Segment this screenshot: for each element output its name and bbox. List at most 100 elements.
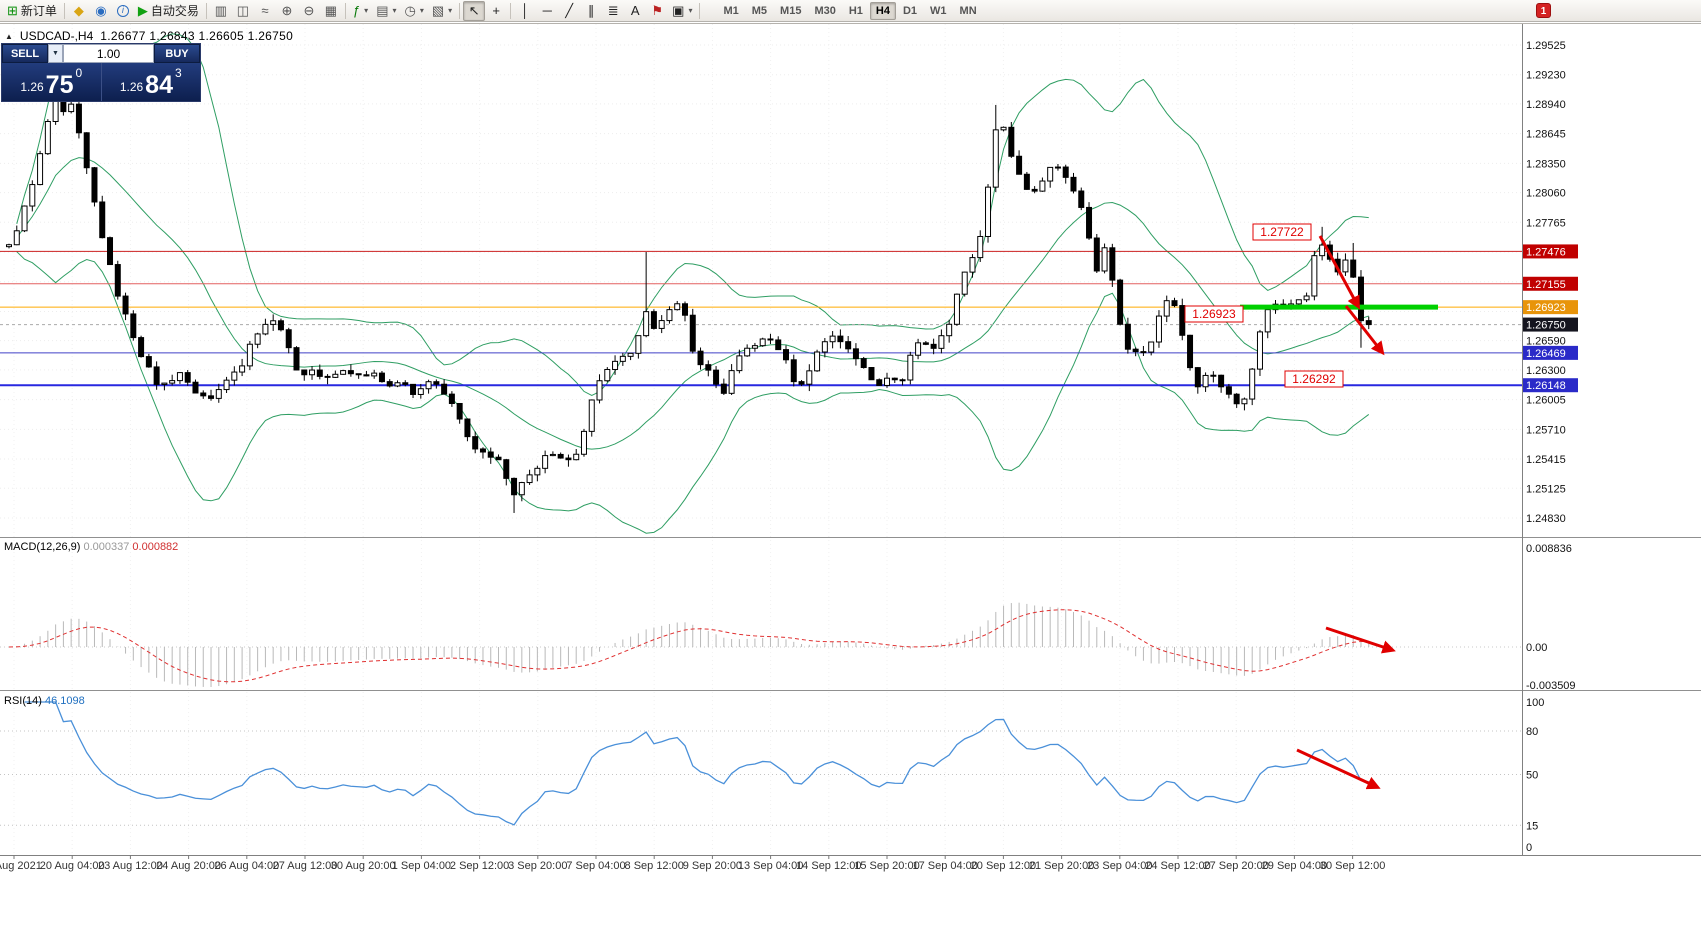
periods-caret[interactable]: ▾ (419, 6, 424, 15)
timeframe-m30[interactable]: M30 (814, 4, 836, 17)
candle-body (666, 309, 673, 322)
candle-body (1365, 320, 1372, 326)
candle-body (821, 341, 828, 353)
timeframe-h4[interactable]: H4 (869, 1, 896, 20)
new-chart-caret[interactable]: ▾ (392, 6, 397, 15)
buy-price[interactable]: 1.26 84 3 (101, 63, 200, 101)
price-label-text: 1.26923 (1192, 307, 1236, 321)
time-label: 29 Sep 04:00 (1262, 860, 1327, 872)
market-watch-icon: i (116, 4, 129, 17)
candle-body (961, 271, 968, 295)
candle-body (705, 364, 712, 371)
indicators-list-caret[interactable]: ▾ (364, 6, 369, 15)
timeframe-w1[interactable]: W1 (930, 4, 947, 17)
zoom-out-button[interactable]: ⊖ (298, 1, 320, 21)
timeframe-m1[interactable]: M1 (723, 4, 739, 17)
timeframe-m15[interactable]: M15 (780, 4, 802, 17)
new-chart-button[interactable]: ▤ ▾ (372, 1, 400, 21)
price-axis-label: 1.28350 (1526, 158, 1566, 170)
shapes-tool-caret[interactable]: ▾ (688, 6, 693, 15)
line-chart-mode-button[interactable]: ≈ (254, 1, 276, 21)
candle-body (922, 342, 929, 345)
candle-body (1062, 166, 1069, 178)
candle-chart-mode-icon: ◫ (236, 3, 250, 18)
sell-price[interactable]: 1.26 75 0 (2, 63, 102, 101)
templates-button[interactable]: ▧ ▾ (428, 1, 456, 21)
price-label-box[interactable] (1184, 305, 1244, 323)
bar-chart-mode-icon: ▥ (214, 3, 228, 18)
volume-input[interactable] (64, 45, 153, 63)
channel-tool-button[interactable]: ∥ (580, 1, 602, 21)
chart-ohlc-values: 1.26677 1.26843 1.26605 1.26750 (100, 29, 294, 43)
volume-dropdown-caret[interactable]: ▼ (48, 44, 63, 63)
text-tool-button[interactable]: A (624, 1, 646, 21)
arrows-tool-button[interactable]: ⚑ (646, 1, 668, 21)
toolbar-separator (459, 2, 461, 19)
bar-chart-mode-button[interactable]: ▥ (210, 1, 232, 21)
arrows-tool-icon: ⚑ (651, 3, 663, 18)
time-label: 8 Aug 2021 (0, 860, 42, 872)
candle-body (542, 455, 549, 469)
candle-body (588, 399, 595, 432)
trend-arrow[interactable] (1296, 748, 1381, 790)
new-order-button[interactable]: ⊞ 新订单 (3, 1, 61, 21)
price-label-box[interactable] (1252, 223, 1312, 241)
indicators-list-button[interactable]: ƒ ▾ (349, 1, 372, 21)
candle-body (759, 338, 766, 347)
data-window-button[interactable]: ◉ (90, 1, 112, 21)
crosshair-icon: + (492, 3, 500, 18)
timeframe-m5[interactable]: M5 (751, 4, 768, 17)
market-watch-button[interactable]: i (112, 1, 134, 21)
one-click-collapse-icon[interactable]: ▲ (5, 31, 13, 41)
buy-button[interactable]: BUY (154, 44, 200, 63)
timeframe-mn[interactable]: MN (959, 4, 977, 17)
trend-arrow[interactable] (1318, 235, 1360, 310)
price-tag-text: 1.26750 (1526, 320, 1566, 332)
metaquotes-button[interactable]: ◆ (68, 1, 90, 21)
time-label: 23 Aug 12:00 (98, 860, 163, 872)
candle-body (1319, 244, 1326, 257)
tile-windows-button[interactable]: ▦ (320, 1, 342, 21)
timeframe-d1[interactable]: D1 (902, 4, 918, 17)
candle-body (852, 348, 859, 360)
crosshair-button[interactable]: + (485, 1, 507, 21)
price-label-box[interactable] (1284, 370, 1344, 388)
vertical-line-tool-icon: │ (521, 3, 530, 18)
candle-body (410, 383, 417, 395)
candle-body (176, 372, 183, 382)
rsi-axis-label: 15 (1526, 820, 1538, 832)
time-label: 20 Sep 12:00 (971, 860, 1036, 872)
trend-arrow[interactable] (1344, 305, 1385, 356)
timeframe-h1[interactable]: H1 (848, 4, 863, 17)
indicators-list-icon: ƒ (352, 3, 361, 18)
candle-chart-mode-button[interactable]: ◫ (232, 1, 254, 21)
candle-body (946, 323, 953, 337)
alert-badge[interactable]: 1 (1536, 3, 1551, 18)
cursor-button[interactable]: ↖ (463, 0, 486, 21)
candle-body (650, 311, 657, 329)
trend-arrow[interactable] (1325, 626, 1396, 654)
trendline-tool-button[interactable]: ╱ (558, 1, 580, 21)
fibonacci-tool-button[interactable]: ≣ (602, 1, 624, 21)
candle-body (37, 153, 44, 186)
candle-body (612, 360, 619, 370)
channel-tool-icon: ∥ (587, 3, 595, 18)
vertical-line-tool-button[interactable]: │ (514, 1, 536, 21)
candle-body (1148, 341, 1155, 353)
periods-button[interactable]: ◷ ▾ (401, 1, 428, 21)
annotations: 1.27722 1.26923 1.26292 (1184, 223, 1438, 790)
templates-caret[interactable]: ▾ (448, 6, 453, 15)
horizontal-line-tool-button[interactable]: ─ (536, 1, 558, 21)
horizontal-lines (0, 250, 1522, 387)
price-axis-label: 1.26005 (1526, 395, 1566, 407)
zoom-in-button[interactable]: ⊕ (276, 1, 298, 21)
toolbar-separator (699, 2, 701, 19)
price-axis-label: 1.24830 (1526, 513, 1566, 525)
candle-body (200, 392, 207, 397)
auto-trading-button[interactable]: ▶ 自动交易 (134, 1, 203, 21)
candle-body (1210, 374, 1217, 377)
sell-button[interactable]: SELL (2, 44, 48, 63)
shapes-tool-button[interactable]: ▣ ▾ (668, 1, 696, 21)
time-label: 1 Sep 04:00 (392, 860, 451, 872)
